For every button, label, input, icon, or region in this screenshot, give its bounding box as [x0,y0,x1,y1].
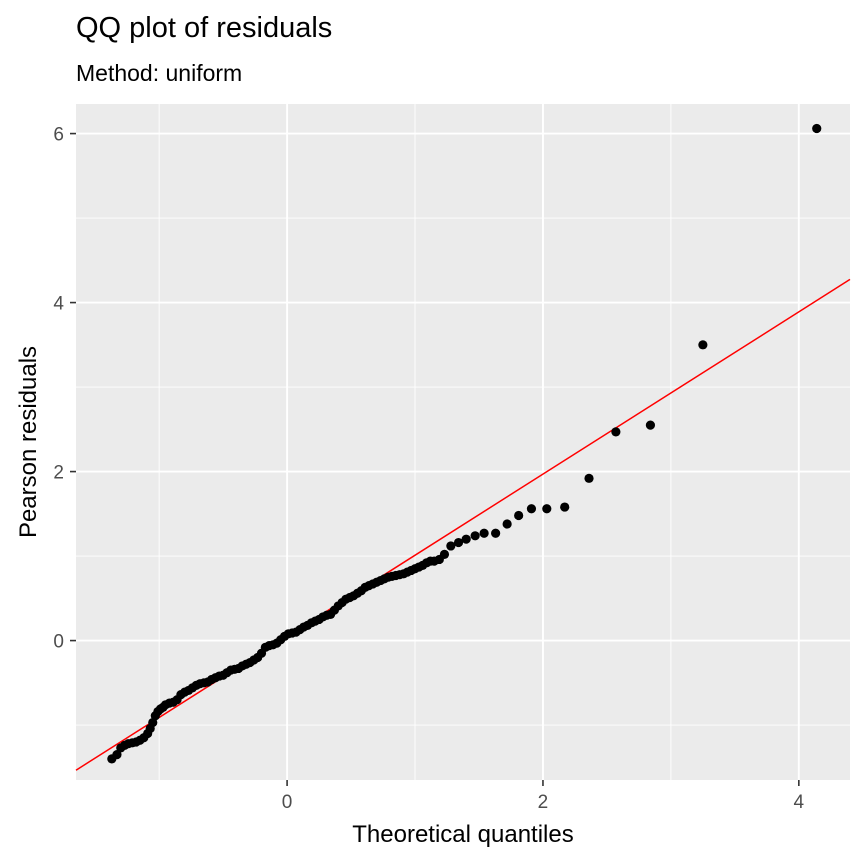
x-tick-label-0: 0 [282,792,293,813]
data-point-102 [645,420,656,430]
minor-gridlines [76,104,850,780]
data-point-91 [461,534,471,544]
data-point-98 [542,504,552,514]
x-tick-label-1: 2 [538,792,549,813]
data-point-103 [698,340,708,350]
qq-reference-line [75,278,851,771]
chart-subtitle: Method: uniform [76,60,243,86]
data-point-97 [526,504,537,514]
data-point-95 [502,519,512,529]
y-axis: 0 2 4 6 [53,125,76,653]
x-tick-label-2: 4 [794,792,805,813]
x-axis: 0 2 4 [282,780,805,813]
reference-line-group [75,278,851,771]
data-point-1 [112,750,122,760]
y-tick-label-2: 4 [53,294,64,315]
data-point-96 [514,510,524,521]
data-point-88 [439,549,450,559]
y-tick-label-1: 2 [53,463,64,484]
data-point-101 [611,427,621,437]
data-point-100 [584,473,594,483]
y-tick-label-0: 0 [53,632,64,653]
data-points [107,123,822,764]
y-axis-label: Pearson residuals [15,346,42,538]
data-point-99 [560,502,570,512]
chart-title: QQ plot of residuals [76,12,333,44]
data-point-104 [812,123,822,134]
y-tick-label-3: 6 [53,125,64,146]
data-point-90 [453,537,464,548]
data-point-92 [470,531,480,541]
major-gridlines [76,104,850,780]
data-point-89 [446,541,456,551]
data-point-93 [479,528,489,538]
plot-panel [76,104,850,780]
x-axis-label: Theoretical quantiles [352,821,573,848]
data-point-94 [491,528,501,538]
